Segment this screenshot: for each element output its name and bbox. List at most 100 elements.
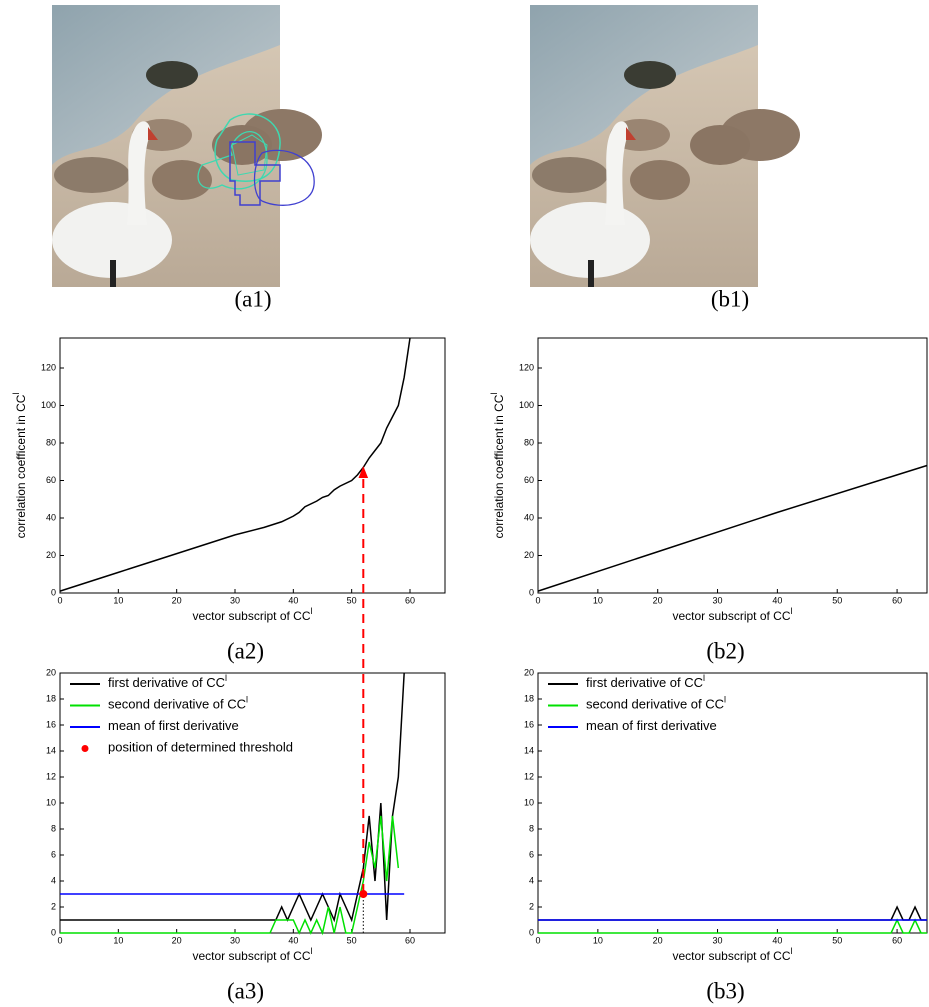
legend-text: mean of first derivative xyxy=(108,718,239,733)
panel-label: (a2) xyxy=(227,638,264,663)
y-tick-label: 40 xyxy=(524,512,534,522)
y-tick-label: 0 xyxy=(51,927,56,937)
plot-frame xyxy=(59,337,446,594)
axis-label-sup: l xyxy=(791,946,793,956)
y-tick-label: 40 xyxy=(46,512,56,522)
y-tick-label: 2 xyxy=(51,901,56,911)
arrow-head xyxy=(358,466,369,478)
axis-label-sup: l xyxy=(311,606,313,616)
x-tick-label: 60 xyxy=(405,595,415,605)
axis-label: correlation coefficent in CCl xyxy=(489,393,506,539)
legend-text: second derivative of CC xyxy=(108,697,246,712)
y-tick-label: 120 xyxy=(519,362,534,372)
y-tick-label: 20 xyxy=(524,550,534,560)
y-tick-label: 4 xyxy=(51,875,56,885)
y-tick-label: 2 xyxy=(529,901,534,911)
y-tick-label: 6 xyxy=(51,849,56,859)
panel-label: (b2) xyxy=(706,638,744,663)
y-tick-label: 100 xyxy=(519,400,534,410)
data-line xyxy=(59,337,411,592)
legend-label: position of determined threshold xyxy=(108,740,293,755)
panel-label: (a1) xyxy=(234,286,271,311)
plot-frame xyxy=(537,337,928,594)
y-tick-label: 18 xyxy=(524,693,534,703)
y-tick-label: 80 xyxy=(524,437,534,447)
y-tick-label: 10 xyxy=(46,797,56,807)
x-tick-label: 30 xyxy=(230,935,240,945)
y-tick-label: 80 xyxy=(46,437,56,447)
x-tick-label: 10 xyxy=(113,935,123,945)
x-tick-label: 20 xyxy=(653,935,663,945)
axis-label-text: vector subscript of CC xyxy=(192,949,310,963)
legend-sup: l xyxy=(246,695,248,705)
axis-label: vector subscript of CCl xyxy=(672,606,792,623)
x-tick-label: 10 xyxy=(593,595,603,605)
threshold-point xyxy=(359,890,368,898)
axis-label-text: vector subscript of CC xyxy=(672,949,790,963)
y-tick-label: 14 xyxy=(524,745,534,755)
y-tick-label: 8 xyxy=(51,823,56,833)
y-tick-label: 10 xyxy=(524,797,534,807)
axis-label: vector subscript of CCl xyxy=(192,946,312,963)
legend-sup: l xyxy=(703,673,705,683)
plot-frame xyxy=(537,672,928,934)
legend-text: first derivative of CC xyxy=(108,675,225,690)
axis-label-sup: l xyxy=(791,606,793,616)
axis-label-text: correlation coefficent in CC xyxy=(492,394,506,538)
axis-label-sup: l xyxy=(311,946,313,956)
x-tick-label: 40 xyxy=(772,935,782,945)
x-tick-label: 20 xyxy=(172,595,182,605)
x-tick-label: 50 xyxy=(832,935,842,945)
legend-label: first derivative of CCl xyxy=(586,673,705,690)
legend-sup: l xyxy=(724,695,726,705)
panel-label: (a3) xyxy=(227,978,264,1003)
x-tick-label: 50 xyxy=(347,935,357,945)
photo-b1 xyxy=(530,5,800,287)
y-tick-label: 16 xyxy=(524,719,534,729)
x-tick-label: 50 xyxy=(832,595,842,605)
legend-label: first derivative of CCl xyxy=(108,673,227,690)
photo-a1 xyxy=(52,5,322,287)
y-tick-label: 12 xyxy=(46,771,56,781)
data-line xyxy=(538,918,927,934)
x-tick-label: 30 xyxy=(713,595,723,605)
legend-text: mean of first derivative xyxy=(586,718,717,733)
legend-text: position of determined threshold xyxy=(108,740,293,755)
axis-label: correlation coefficent in CCl xyxy=(11,393,28,539)
x-tick-label: 30 xyxy=(230,595,240,605)
legend-label: mean of first derivative xyxy=(586,718,717,733)
y-tick-label: 14 xyxy=(46,745,56,755)
x-tick-label: 10 xyxy=(113,595,123,605)
y-tick-label: 100 xyxy=(41,400,56,410)
y-tick-label: 20 xyxy=(46,550,56,560)
x-tick-label: 0 xyxy=(535,595,540,605)
x-tick-label: 40 xyxy=(288,935,298,945)
legend-text: first derivative of CC xyxy=(586,675,703,690)
axis-label-sup: l xyxy=(11,393,21,395)
y-tick-label: 12 xyxy=(524,771,534,781)
axis-label-text: vector subscript of CC xyxy=(672,609,790,623)
legend-label: second derivative of CCl xyxy=(108,695,248,712)
x-tick-label: 20 xyxy=(653,595,663,605)
y-tick-label: 120 xyxy=(41,362,56,372)
x-tick-label: 60 xyxy=(892,595,902,605)
legend-sup: l xyxy=(225,673,227,683)
legend-marker xyxy=(81,745,89,752)
y-tick-label: 60 xyxy=(524,475,534,485)
y-tick-label: 6 xyxy=(529,849,534,859)
x-tick-label: 60 xyxy=(892,935,902,945)
panel-label: (b3) xyxy=(706,978,744,1003)
y-tick-label: 4 xyxy=(529,875,534,885)
legend-label: mean of first derivative xyxy=(108,718,239,733)
data-line xyxy=(538,905,927,921)
x-tick-label: 40 xyxy=(288,595,298,605)
y-tick-label: 18 xyxy=(46,693,56,703)
data-line xyxy=(60,815,400,936)
x-tick-label: 0 xyxy=(535,935,540,945)
x-tick-label: 20 xyxy=(172,935,182,945)
x-tick-label: 60 xyxy=(405,935,415,945)
x-tick-label: 40 xyxy=(772,595,782,605)
axis-label-text: correlation coefficent in CC xyxy=(14,394,28,538)
